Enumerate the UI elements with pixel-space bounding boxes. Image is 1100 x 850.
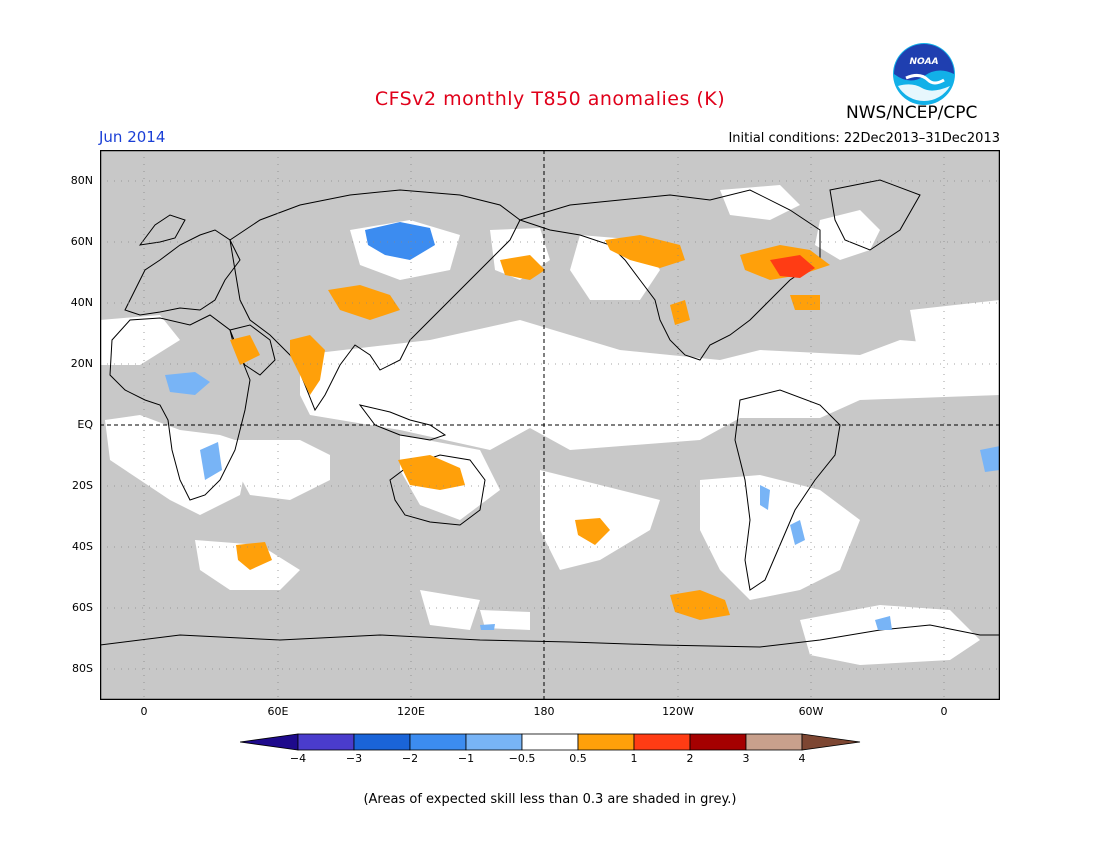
org-label: NWS/NCEP/CPC (846, 103, 978, 123)
lat-label-eq: EQ (77, 418, 93, 431)
lon-label-60w: 60W (798, 705, 824, 718)
chart-title: CFSv2 monthly T850 anomalies (K) (374, 88, 726, 110)
colorbar-swatch (353, 733, 411, 751)
colorbar-label: 1 (630, 752, 638, 765)
colorbar-label: −0.5 (508, 752, 536, 765)
lon-label-0-east: 0 (940, 705, 948, 718)
lat-label-20n: 20N (70, 357, 93, 370)
graticule (100, 150, 1000, 700)
lat-label-80n: 80N (70, 174, 93, 187)
colorbar-arrow-high (801, 733, 861, 751)
colorbar-arrow-low (240, 733, 299, 751)
lat-label-80s: 80S (72, 662, 93, 675)
colorbar-label: 2 (686, 752, 694, 765)
colorbar-label: −4 (289, 752, 307, 765)
lon-label-120e: 120E (397, 705, 425, 718)
colorbar-swatch (577, 733, 635, 751)
initial-conditions: Initial conditions: 22Dec2013–31Dec2013 (728, 131, 1000, 146)
colorbar-swatch (465, 733, 523, 751)
footnote: (Areas of expected skill less than 0.3 a… (363, 792, 737, 807)
lon-label-180: 180 (533, 705, 555, 718)
lat-label-40s: 40S (72, 540, 93, 553)
colorbar-swatch (689, 733, 747, 751)
colorbar-swatch (633, 733, 691, 751)
colorbar-swatch (409, 733, 467, 751)
colorbar-swatch (297, 733, 355, 751)
lon-label-120w: 120W (662, 705, 694, 718)
map-frame (100, 150, 1000, 700)
colorbar-label: 3 (742, 752, 750, 765)
anomaly-map (100, 150, 1000, 700)
lat-label-20s: 20S (72, 479, 93, 492)
colorbar-label: 4 (798, 752, 806, 765)
colorbar (240, 733, 861, 751)
colorbar-label: −1 (457, 752, 475, 765)
noaa-logo: NOAA (892, 42, 956, 106)
logo-text: NOAA (909, 57, 938, 67)
colorbar-label: 0.5 (569, 752, 587, 765)
colorbar-label: −2 (401, 752, 419, 765)
lon-label-60e: 60E (267, 705, 289, 718)
lon-label-0: 0 (140, 705, 148, 718)
colorbar-swatch (745, 733, 803, 751)
lat-label-60s: 60S (72, 601, 93, 614)
colorbar-label: −3 (345, 752, 363, 765)
anomaly-patches (165, 222, 1000, 630)
lat-label-60n: 60N (70, 235, 93, 248)
lat-label-40n: 40N (70, 296, 93, 309)
period-label: Jun 2014 (99, 128, 166, 146)
colorbar-swatch (521, 733, 579, 751)
